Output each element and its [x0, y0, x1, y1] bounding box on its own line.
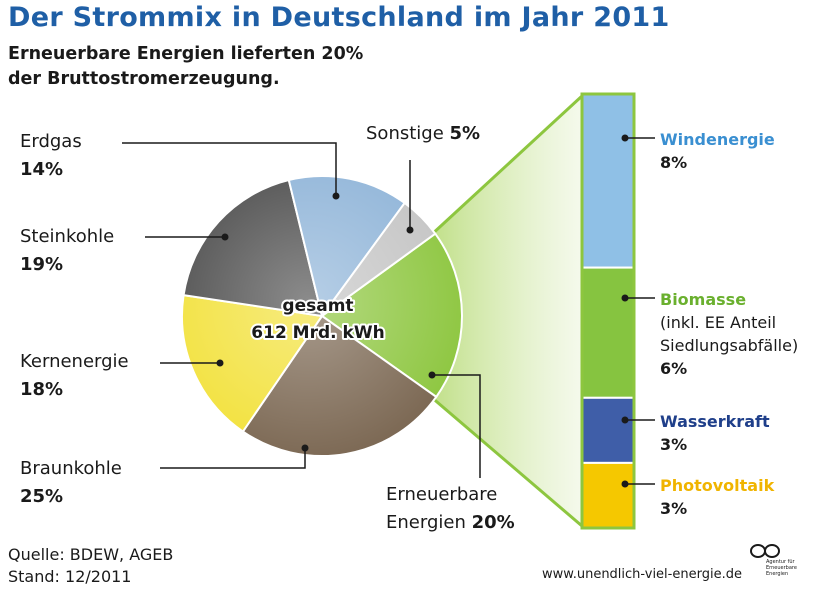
- bar-segment-photovoltaik: [581, 461, 635, 529]
- label-steinkohle-name: Steinkohle: [20, 226, 115, 247]
- dot-pv: [621, 480, 629, 488]
- label-photovoltaik: Photovoltaik 3%: [660, 474, 774, 520]
- label-erneuerbare: Erneuerbare Energien 20%: [386, 481, 515, 537]
- label-biomasse: Biomasse (inkl. EE Anteil Siedlungsabfäl…: [660, 288, 798, 380]
- label-erdgas-pct: 14%: [20, 159, 64, 180]
- label-windenergie-pct: 8%: [660, 153, 688, 172]
- label-erneuerbare-name1: Erneuerbare: [386, 484, 498, 505]
- label-photovoltaik-name: Photovoltaik: [660, 476, 775, 495]
- bar-frame: [580, 92, 636, 530]
- subtitle-line-2: der Bruttostromerzeugung.: [8, 69, 280, 89]
- label-biomasse-pct: 6%: [660, 359, 688, 378]
- label-windenergie-name: Windenergie: [660, 130, 775, 149]
- bar-segment-wasserkraft: [581, 396, 635, 464]
- page-title: Der Strommix in Deutschland im Jahr 2011: [8, 2, 670, 33]
- source-line-2: Stand: 12/2011: [8, 567, 132, 586]
- label-biomasse-note-1: (inkl. EE Anteil: [660, 313, 777, 332]
- center-label-1: gesamt: [282, 296, 353, 316]
- label-wasserkraft-name: Wasserkraft: [660, 412, 770, 431]
- label-windenergie: Windenergie 8%: [660, 128, 775, 174]
- dot-kernenergie: [216, 359, 224, 367]
- center-label-2-fg: 612 Mrd. kWh: [251, 323, 384, 343]
- subtitle-line-1: Erneuerbare Energien lieferten 20%: [8, 44, 364, 64]
- label-steinkohle: Steinkohle 19%: [20, 223, 114, 279]
- label-kernenergie-name: Kernenergie: [20, 351, 129, 372]
- label-photovoltaik-pct: 3%: [660, 499, 688, 518]
- zoom-edge-bottom: [429, 394, 583, 528]
- bar-segment-windenergie: [581, 93, 635, 269]
- website-link[interactable]: www.unendlich-viel-energie.de: [542, 567, 742, 582]
- label-braunkohle-name: Braunkohle: [20, 458, 122, 479]
- center-label-2: 612 Mrd. kWh: [251, 323, 384, 343]
- center-label-1-fg: gesamt: [282, 296, 353, 316]
- label-kernenergie: Kernenergie 18%: [20, 348, 129, 404]
- subtitle: Erneuerbare Energien lieferten 20% der B…: [8, 42, 363, 92]
- pie-shine: [182, 176, 462, 456]
- source-note: Quelle: BDEW, AGEB Stand: 12/2011: [8, 544, 173, 588]
- leader-braunkohle: [160, 448, 306, 469]
- dot-steinkohle: [221, 233, 229, 241]
- label-sonstige: Sonstige 5%: [366, 120, 480, 148]
- label-biomasse-name: Biomasse: [660, 290, 747, 309]
- dot-erdgas: [332, 192, 340, 200]
- label-wasserkraft: Wasserkraft 3%: [660, 410, 770, 456]
- label-braunkohle: Braunkohle 25%: [20, 455, 122, 511]
- dot-bio: [621, 294, 629, 302]
- label-kernenergie-pct: 18%: [20, 379, 64, 400]
- dot-erneuerbare: [428, 371, 436, 379]
- infinity-logo-icon: [750, 544, 780, 558]
- leader-erdgas: [122, 142, 337, 196]
- label-sonstige-pct: 5%: [449, 123, 481, 144]
- label-braunkohle-pct: 25%: [20, 486, 64, 507]
- dot-wasser: [621, 416, 629, 424]
- logo-text: Agentur für Erneuerbare Energien: [766, 559, 797, 577]
- renewables-stacked-bar: [580, 92, 636, 530]
- label-steinkohle-pct: 19%: [20, 254, 64, 275]
- label-erdgas: Erdgas 14%: [20, 128, 82, 184]
- label-sonstige-name: Sonstige: [366, 123, 444, 144]
- label-erneuerbare-line2: Energien 20%: [386, 512, 515, 533]
- bar-segment-biomasse: [581, 266, 635, 399]
- dot-braunkohle: [301, 444, 309, 452]
- label-erdgas-name: Erdgas: [20, 131, 82, 152]
- label-wasserkraft-pct: 3%: [660, 435, 688, 454]
- dot-wind: [621, 134, 629, 142]
- source-line-1: Quelle: BDEW, AGEB: [8, 545, 174, 564]
- dot-sonstige: [406, 226, 414, 234]
- zoom-edge-top: [428, 94, 584, 238]
- label-biomasse-note-2: Siedlungsabfälle): [660, 336, 799, 355]
- zoom-wedge: [430, 96, 582, 526]
- leader-erneuerbare: [432, 374, 481, 478]
